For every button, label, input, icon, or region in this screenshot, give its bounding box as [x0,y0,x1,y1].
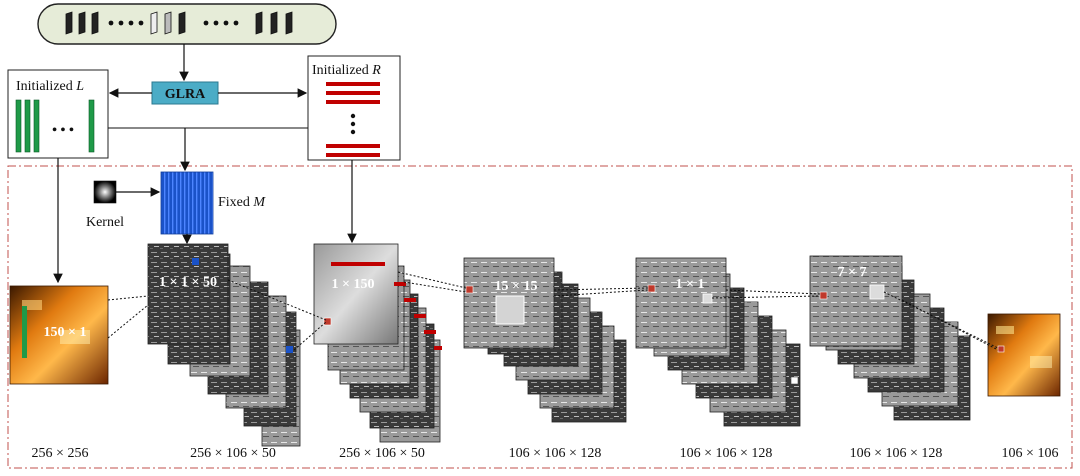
input-image: 150 × 1 [9,285,109,385]
feature-stack-1: 1 × 1 × 50 [147,243,301,447]
kernel-size-2: 1 × 1 × 50 [159,275,217,290]
processing-region-border [7,165,1073,469]
fixed-m-label: Fixed M [218,195,266,210]
output-image [987,313,1061,397]
kernel-size-5: 1 × 1 [676,277,705,292]
fixed-m-block [160,171,214,235]
kernel-size-4: 15 × 15 [495,279,538,294]
r-vertical-dots [350,113,356,135]
glra-label: GLRA [165,87,206,102]
input-frames-capsule [37,3,337,45]
kernel-size-1: 150 × 1 [44,325,87,340]
kernel-icon [93,180,117,204]
feature-stack-2: 1 × 150 [313,243,442,443]
frame-icons [65,11,293,35]
dim-label-7: 106 × 106 [1002,446,1059,461]
kernel-label: Kernel [86,215,124,230]
l-ellipsis: • • • [52,123,74,138]
r-red-bars [326,82,380,157]
initialized-l-box: Initialized L • • • [7,69,109,159]
feature-stack-4: 1 × 1 [635,257,801,427]
dim-label-3: 256 × 106 × 50 [339,446,425,461]
input-green-kernel [22,306,27,358]
kernel-size-3: 1 × 150 [332,277,375,292]
dim-label-6: 106 × 106 × 128 [850,446,943,461]
l-green-bars [15,99,95,153]
initialized-l-title: Initialized L [16,79,84,94]
dotted-connections [107,271,999,351]
initialized-r-box: Initialized R [307,55,401,161]
dim-label-1: 256 × 256 [32,446,89,461]
dimension-labels: 256 × 256 256 × 106 × 50 256 × 106 × 50 … [32,446,1059,461]
dim-label-4: 106 × 106 × 128 [509,446,602,461]
initialized-r-title: Initialized R [312,63,381,78]
dim-label-2: 256 × 106 × 50 [190,446,276,461]
ellipsis-dots [108,20,239,26]
feature-stack-5: 7 × 7 [809,255,971,421]
kernel-size-6: 7 × 7 [838,265,867,280]
feature-stack-3: 15 × 15 [463,257,627,423]
dim-label-5: 106 × 106 × 128 [680,446,773,461]
